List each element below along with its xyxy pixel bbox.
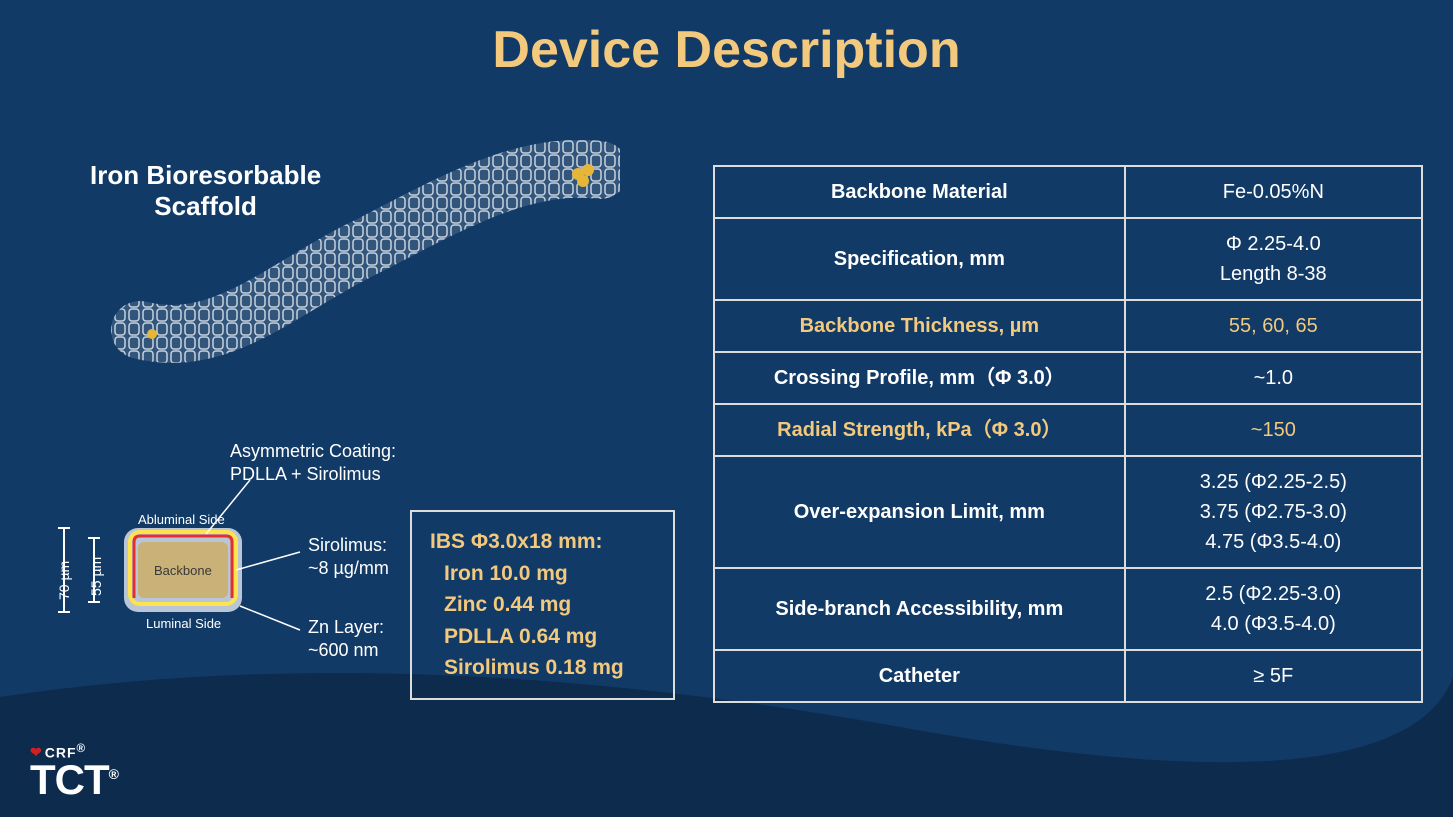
- scaffold-illustration: [100, 140, 620, 370]
- table-row: Side-branch Accessibility, mm2.5 (Φ2.25-…: [714, 568, 1422, 650]
- dim-outer: 70 µm: [56, 561, 72, 600]
- value-cell: ~1.0: [1125, 352, 1422, 404]
- composition-line-0: Iron 10.0 mg: [430, 558, 655, 590]
- abluminal-label: Abluminal Side: [138, 512, 225, 527]
- value-cell: Φ 2.25-4.0Length 8-38: [1125, 218, 1422, 300]
- callout-zn: Zn Layer: ~600 nm: [308, 616, 384, 663]
- crf-reg: ®: [77, 742, 87, 755]
- table-row: Specification, mmΦ 2.25-4.0Length 8-38: [714, 218, 1422, 300]
- param-cell: Over-expansion Limit, mm: [714, 456, 1125, 568]
- composition-line-2: PDLLA 0.64 mg: [430, 621, 655, 653]
- luminal-label: Luminal Side: [146, 616, 221, 631]
- callout-coating: Asymmetric Coating: PDLLA + Sirolimus: [230, 440, 396, 487]
- value-cell: 55, 60, 65: [1125, 300, 1422, 352]
- param-cell: Crossing Profile, mm（Φ 3.0）: [714, 352, 1125, 404]
- footer-logo: ❤CRF® TCT®: [30, 742, 118, 799]
- param-cell: Radial Strength, kPa（Φ 3.0）: [714, 404, 1125, 456]
- value-cell: ~150: [1125, 404, 1422, 456]
- page-title: Device Description: [0, 0, 1453, 80]
- tct-logo: TCT®: [30, 761, 118, 799]
- param-cell: Catheter: [714, 650, 1125, 702]
- tct-reg: ®: [109, 766, 118, 782]
- callout-sirolimus: Sirolimus: ~8 µg/mm: [308, 534, 389, 581]
- param-cell: Side-branch Accessibility, mm: [714, 568, 1125, 650]
- cross-section-diagram: 70 µm 55 µm Abluminal Side Luminal Side …: [50, 420, 450, 680]
- table-row: Crossing Profile, mm（Φ 3.0）~1.0: [714, 352, 1422, 404]
- composition-header: IBS Φ3.0x18 mm:: [430, 526, 655, 558]
- callout-coating-l1: Asymmetric Coating:: [230, 441, 396, 461]
- composition-box: IBS Φ3.0x18 mm: Iron 10.0 mg Zinc 0.44 m…: [410, 510, 675, 700]
- table-row: Over-expansion Limit, mm3.25 (Φ2.25-2.5)…: [714, 456, 1422, 568]
- composition-line-1: Zinc 0.44 mg: [430, 589, 655, 621]
- backbone-label: Backbone: [154, 563, 212, 578]
- value-cell: 2.5 (Φ2.25-3.0)4.0 (Φ3.5-4.0): [1125, 568, 1422, 650]
- param-cell: Specification, mm: [714, 218, 1125, 300]
- table-row: Radial Strength, kPa（Φ 3.0）~150: [714, 404, 1422, 456]
- table-row: Backbone Thickness, µm55, 60, 65: [714, 300, 1422, 352]
- callout-sirolimus-l1: Sirolimus:: [308, 535, 387, 555]
- table-row: Backbone MaterialFe-0.05%N: [714, 166, 1422, 218]
- callout-coating-l2: PDLLA + Sirolimus: [230, 464, 381, 484]
- callout-zn-l1: Zn Layer:: [308, 617, 384, 637]
- param-cell: Backbone Thickness, µm: [714, 300, 1125, 352]
- tct-text: TCT: [30, 756, 109, 803]
- dim-inner: 55 µm: [88, 557, 104, 596]
- value-cell: ≥ 5F: [1125, 650, 1422, 702]
- value-cell: Fe-0.05%N: [1125, 166, 1422, 218]
- callout-zn-l2: ~600 nm: [308, 640, 379, 660]
- value-cell: 3.25 (Φ2.25-2.5)3.75 (Φ2.75-3.0)4.75 (Φ3…: [1125, 456, 1422, 568]
- spec-table: Backbone MaterialFe-0.05%NSpecification,…: [713, 165, 1423, 703]
- param-cell: Backbone Material: [714, 166, 1125, 218]
- composition-line-3: Sirolimus 0.18 mg: [430, 652, 655, 684]
- table-row: Catheter≥ 5F: [714, 650, 1422, 702]
- callout-sirolimus-l2: ~8 µg/mm: [308, 558, 389, 578]
